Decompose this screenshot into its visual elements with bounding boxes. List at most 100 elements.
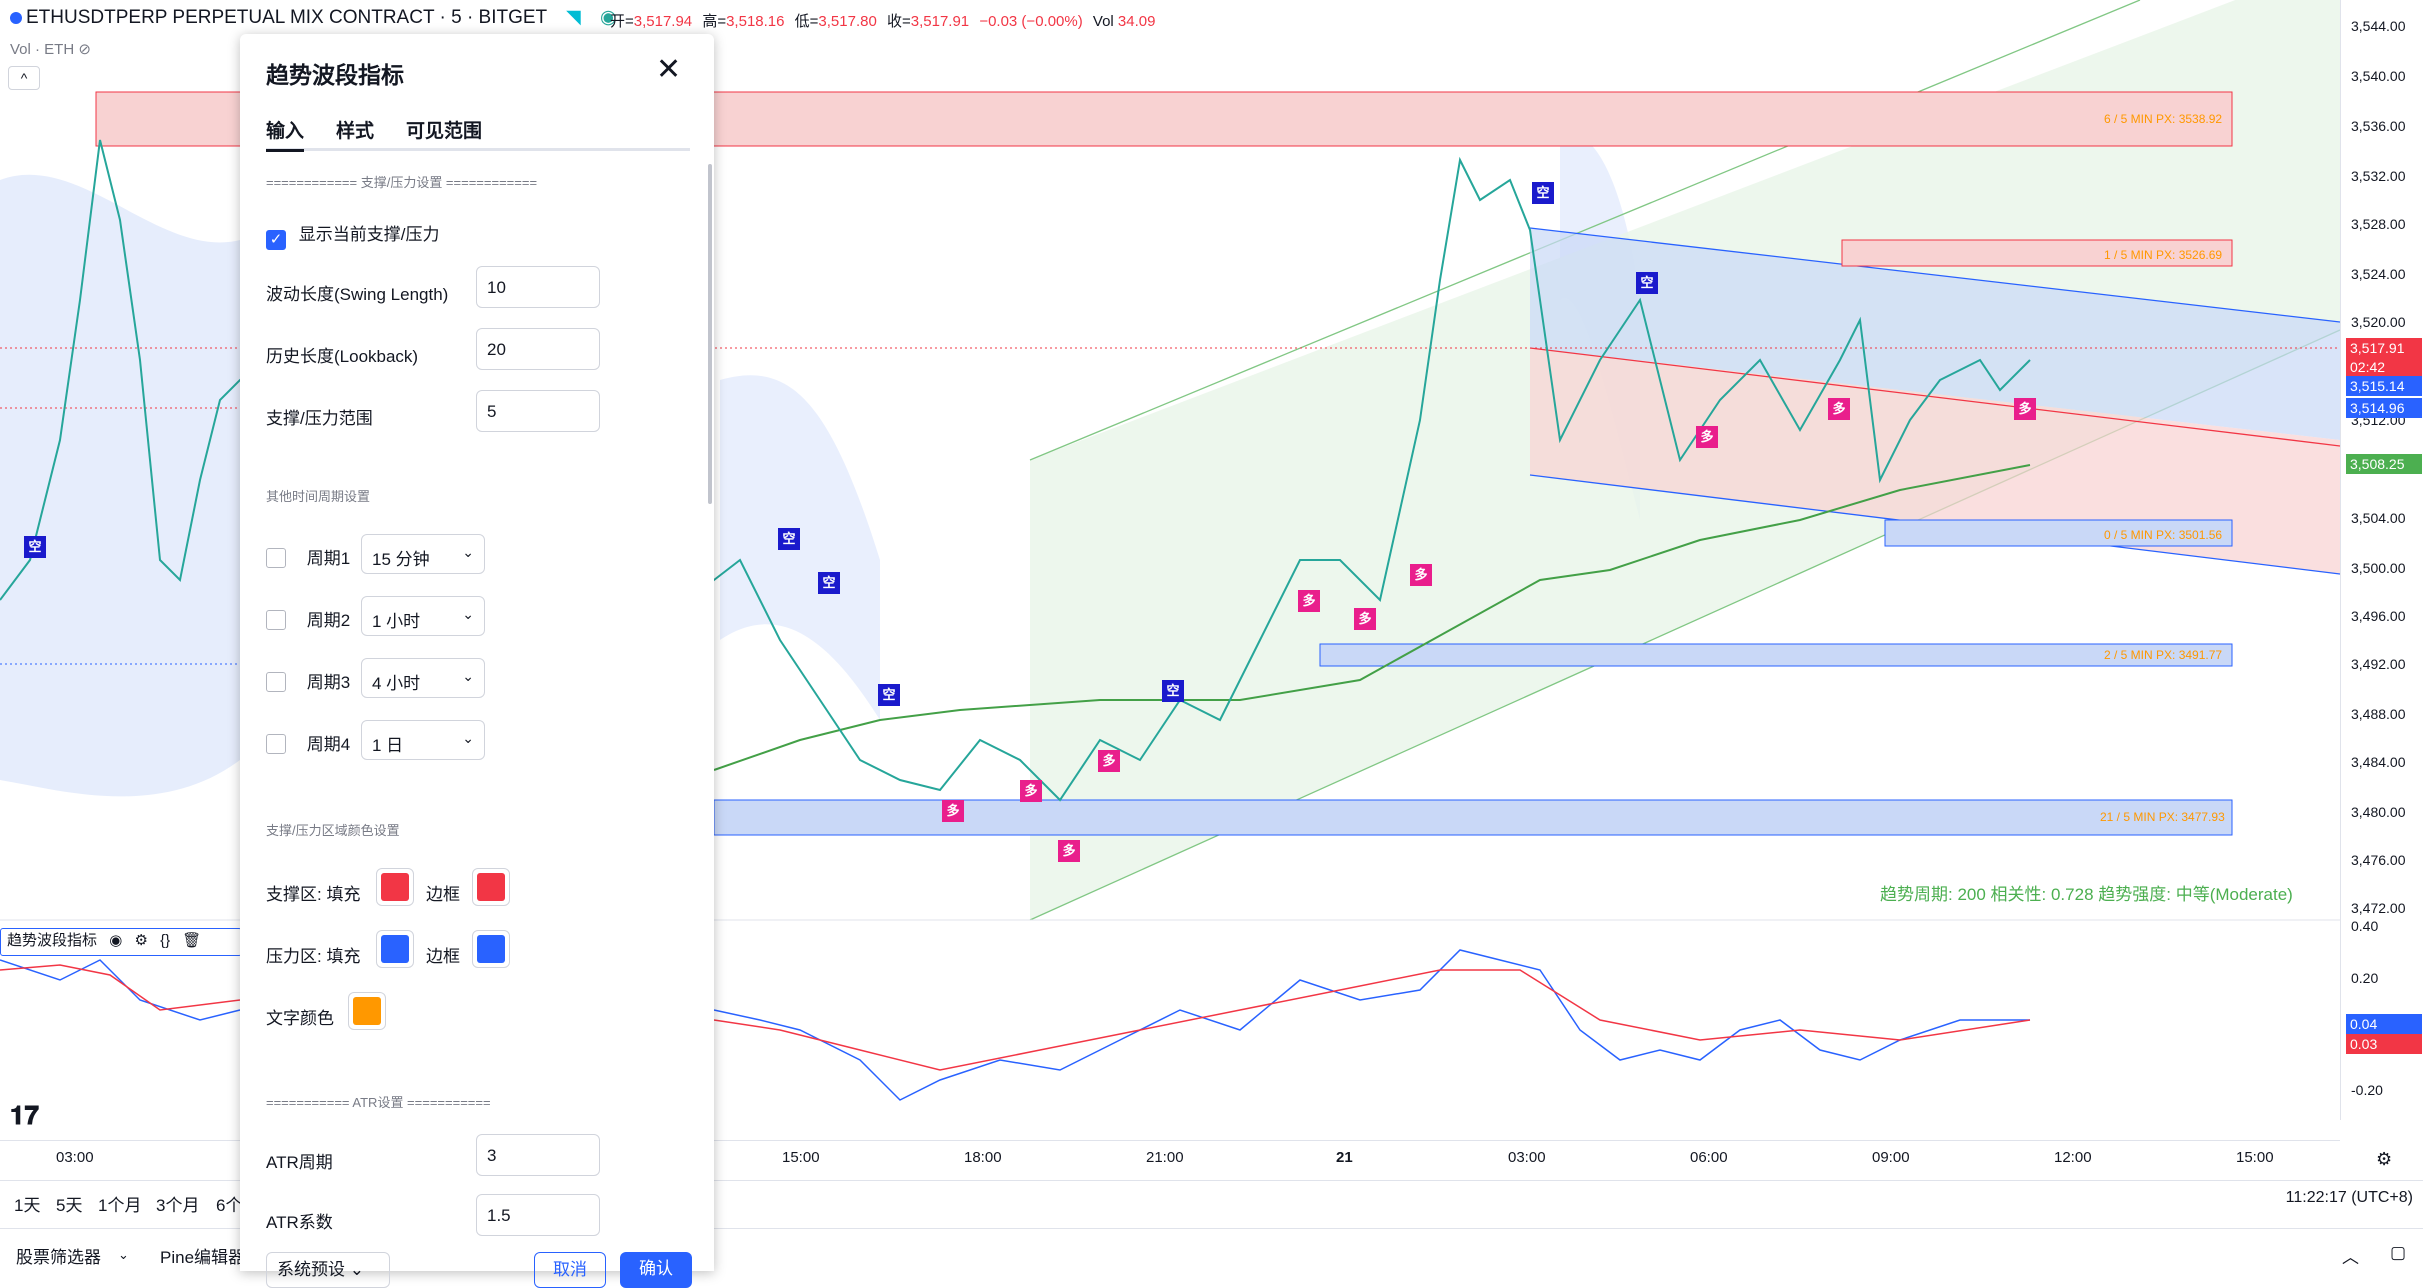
- stock-screener-tab[interactable]: 股票筛选器: [16, 1248, 101, 1267]
- delete-icon[interactable]: 🗑: [182, 932, 202, 949]
- osc-tick: 0.40: [2351, 918, 2379, 934]
- period1-label: 周期1: [306, 549, 351, 568]
- eye-icon[interactable]: ◉: [109, 932, 123, 949]
- maximize-icon[interactable]: ▢: [2390, 1243, 2407, 1262]
- trend-stats: 趋势周期: 200 相关性: 0.728 趋势强度: 中等(Moderate): [1880, 885, 2293, 904]
- dialog-scrollbar[interactable]: [708, 164, 712, 504]
- clock[interactable]: 11:22:17 (UTC+8): [2285, 1189, 2413, 1206]
- section-header: =========== ATR设置 ===========: [266, 1095, 491, 1110]
- resist-border-swatch[interactable]: [472, 930, 510, 968]
- period1-select[interactable]: 15 分钟 ⌄: [361, 534, 485, 574]
- tab-inputs[interactable]: 输入: [266, 116, 305, 152]
- symbol-title[interactable]: ETHUSDTPERP PERPETUAL MIX CONTRACT · 5 ·…: [26, 7, 547, 28]
- atr-mult-input[interactable]: 1.5: [476, 1194, 600, 1236]
- price-tick: 3,472.00: [2351, 900, 2406, 916]
- zone-label: 21 / 5 MIN PX: 3477.93: [2100, 810, 2225, 824]
- defaults-button[interactable]: 系统预设 ⌄: [266, 1252, 390, 1288]
- time-tick: 21:00: [1146, 1149, 1184, 1166]
- zone-label: 1 / 5 MIN PX: 3526.69: [2104, 248, 2223, 262]
- short-signal-marker: 空: [1636, 272, 1658, 294]
- indicator-settings-dialog: 趋势波段指标 ✕ 输入 样式 可见范围 ============ 支撑/压力设置…: [240, 34, 714, 1288]
- eye-off-icon[interactable]: ⊘: [78, 41, 91, 58]
- osc-tick: -0.20: [2351, 1082, 2383, 1098]
- long-signal-marker: 多: [1058, 840, 1080, 862]
- resist-border-label: 边框: [426, 947, 460, 966]
- text-color-label: 文字颜色: [266, 1009, 334, 1028]
- show-sr-checkbox[interactable]: ✓: [266, 230, 286, 250]
- price-tick: 3,524.00: [2351, 266, 2406, 282]
- timeframe-3m[interactable]: 3个月: [156, 1196, 200, 1215]
- price-tick: 3,476.00: [2351, 852, 2406, 868]
- price-tick: 3,540.00: [2351, 68, 2406, 84]
- atr-period-input[interactable]: 3: [476, 1134, 600, 1176]
- price-tick: 3,488.00: [2351, 706, 2406, 722]
- timeframe-1d[interactable]: 1天: [14, 1196, 41, 1215]
- text-color-swatch[interactable]: [348, 992, 386, 1030]
- indicator-legend[interactable]: 趋势波段指标 ◉ ⚙ {} 🗑: [0, 928, 242, 956]
- price-tick: 3,484.00: [2351, 754, 2406, 770]
- price-axis[interactable]: 3,544.00 3,540.00 3,536.00 3,532.00 3,52…: [2340, 0, 2423, 1120]
- osc-label-red: 0.03: [2346, 1034, 2422, 1054]
- timeframe-6m[interactable]: 6个: [216, 1196, 243, 1215]
- timeframe-5d[interactable]: 5天: [56, 1196, 83, 1215]
- resist-fill-swatch[interactable]: [376, 930, 414, 968]
- cancel-button[interactable]: 取消: [534, 1252, 606, 1288]
- ma-price-label: 3,508.25: [2346, 454, 2422, 474]
- period4-select[interactable]: 1 日 ⌄: [361, 720, 485, 760]
- time-axis[interactable]: 03:00 15:00 18:00 21:00 21 03:00 06:00 0…: [0, 1140, 2392, 1171]
- tab-visibility[interactable]: 可见范围: [406, 121, 483, 142]
- chevron-down-icon: ⌄: [462, 606, 474, 622]
- period4-checkbox[interactable]: [266, 734, 286, 754]
- time-tick: 06:00: [1690, 1149, 1728, 1166]
- time-tick: 18:00: [964, 1149, 1002, 1166]
- swing-length-input[interactable]: 10: [476, 266, 600, 308]
- support-fill-swatch[interactable]: [376, 868, 414, 906]
- timeframe-1m[interactable]: 1个月: [98, 1196, 142, 1215]
- collapse-legend-button[interactable]: ^: [8, 66, 40, 90]
- long-signal-marker: 多: [942, 800, 964, 822]
- section-header: ============ 支撑/压力设置 ============: [266, 175, 538, 190]
- lookback-input[interactable]: 20: [476, 328, 600, 370]
- sr-range-input[interactable]: 5: [476, 390, 600, 432]
- ok-button[interactable]: 确认: [620, 1252, 692, 1288]
- volume-indicator-label[interactable]: Vol · ETH: [10, 41, 75, 58]
- price-label-blue: 3,515.14: [2346, 376, 2422, 396]
- timeframe-bar: 1天 5天 1个月 3个月 6个 11:22:17 (UTC+8): [0, 1180, 2423, 1221]
- period2-checkbox[interactable]: [266, 610, 286, 630]
- chevron-down-icon[interactable]: ⌄: [118, 1247, 129, 1262]
- tradingview-logo-icon[interactable]: 𝟏𝟕: [10, 1100, 39, 1130]
- indicator-legend-title[interactable]: 趋势波段指标: [7, 932, 98, 949]
- period3-select[interactable]: 4 小时 ⌄: [361, 658, 485, 698]
- close-icon[interactable]: ✕: [656, 53, 682, 86]
- time-tick: 15:00: [782, 1149, 820, 1166]
- settings-gear-icon[interactable]: ⚙: [2376, 1149, 2393, 1169]
- period2-select[interactable]: 1 小时 ⌄: [361, 596, 485, 636]
- price-tick: 3,528.00: [2351, 216, 2406, 232]
- volume-value: 34.09: [1117, 13, 1156, 30]
- period3-checkbox[interactable]: [266, 672, 286, 692]
- long-signal-marker: 多: [1828, 398, 1850, 420]
- chevron-up-icon[interactable]: ︿: [2342, 1248, 2359, 1267]
- show-sr-label: 显示当前支撑/压力: [298, 225, 440, 244]
- settings-icon[interactable]: ⚙: [134, 932, 148, 949]
- source-code-icon[interactable]: {}: [160, 932, 171, 949]
- price-tick: 3,532.00: [2351, 168, 2406, 184]
- symbol-logo-icon: [10, 12, 22, 24]
- tab-style[interactable]: 样式: [336, 121, 375, 142]
- short-signal-marker: 空: [24, 536, 46, 558]
- chevron-down-icon: ⌄: [462, 730, 474, 746]
- section-header: 支撑/压力区域颜色设置: [266, 823, 400, 838]
- price-tick: 3,520.00: [2351, 314, 2406, 330]
- pine-editor-tab[interactable]: Pine编辑器: [160, 1248, 246, 1267]
- price-tick: 3,504.00: [2351, 510, 2406, 526]
- price-tick: 3,544.00: [2351, 18, 2406, 34]
- support-border-swatch[interactable]: [472, 868, 510, 906]
- period1-checkbox[interactable]: [266, 548, 286, 568]
- short-signal-marker: 空: [778, 528, 800, 550]
- flag-icon[interactable]: ◥: [566, 7, 581, 28]
- lookback-label: 历史长度(Lookback): [266, 347, 419, 366]
- atr-mult-label: ATR系数: [266, 1213, 333, 1232]
- close-value: 3,517.91: [910, 13, 970, 30]
- zone-label: 0 / 5 MIN PX: 3501.56: [2104, 528, 2223, 542]
- long-signal-marker: 多: [1298, 590, 1320, 612]
